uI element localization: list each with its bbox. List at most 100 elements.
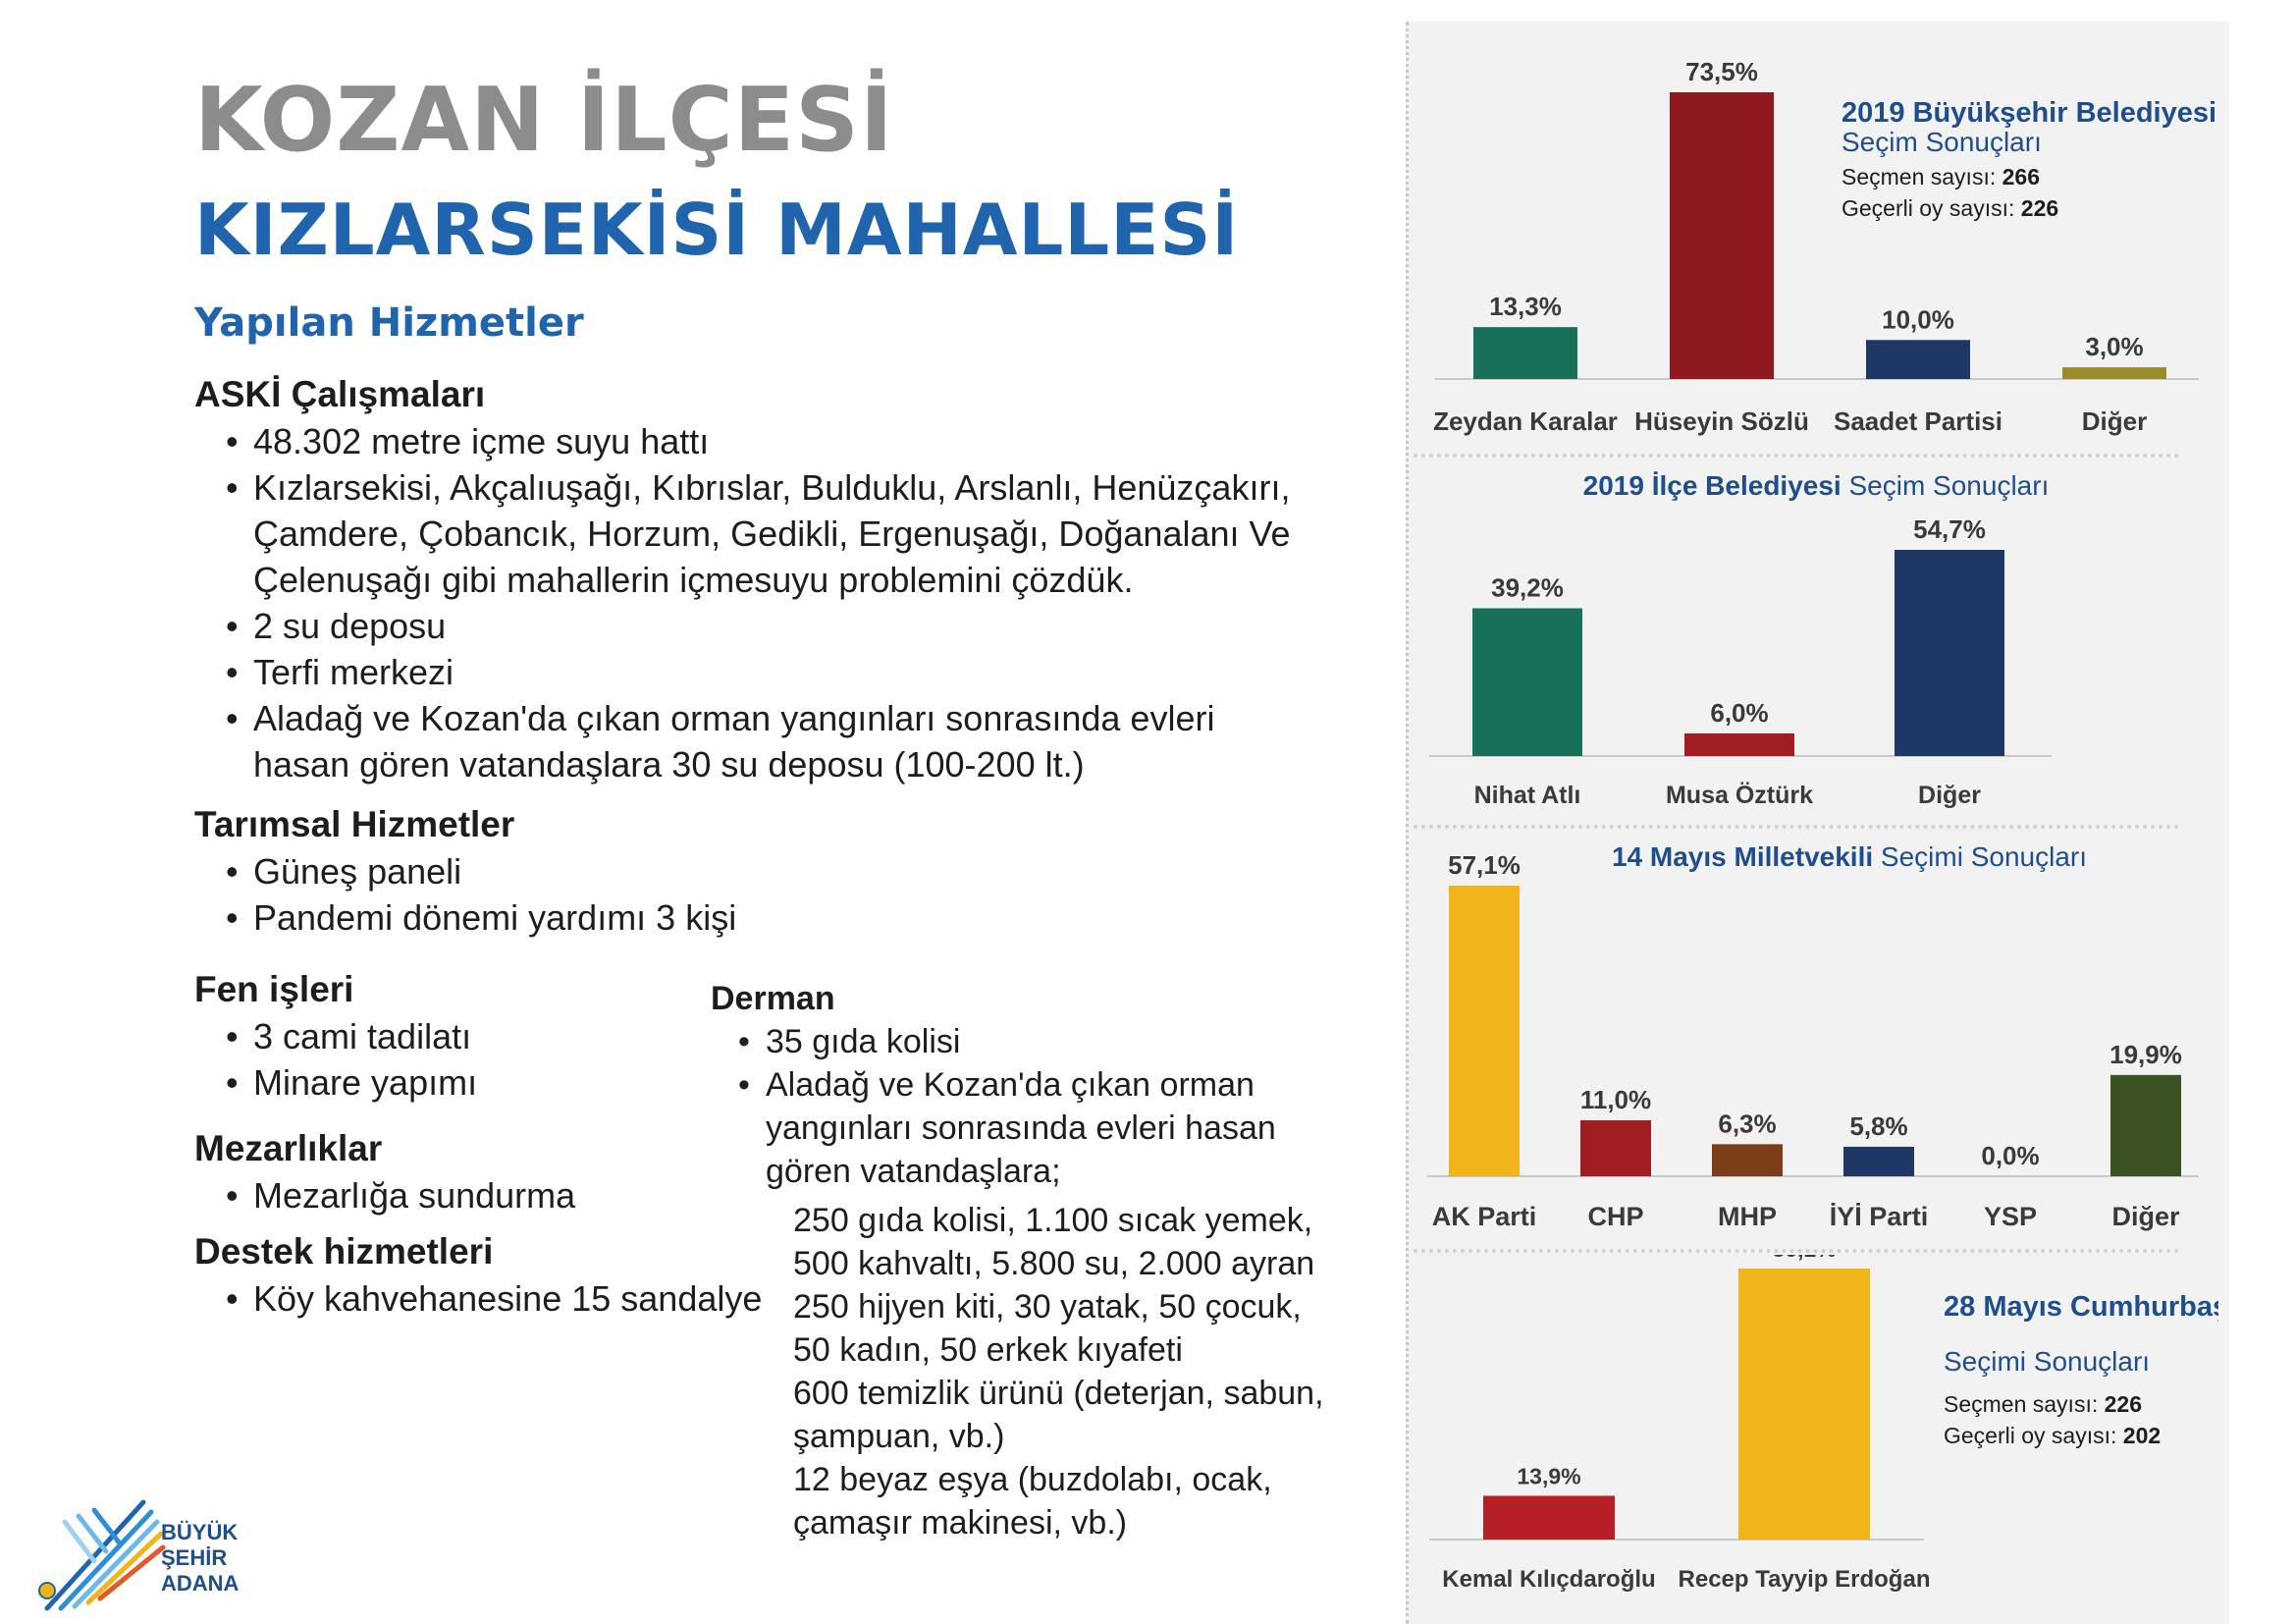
chart-metropolitan-2019: 2019 Büyükşehir Belediyesi Seçim Sonuçla… [1433, 57, 2216, 436]
valid-value: 202 [2123, 1423, 2161, 1448]
data-label: 54,7% [1913, 514, 1986, 544]
section-title: Mezarlıklar [194, 1128, 383, 1169]
bar [1843, 1146, 1914, 1176]
chart-parliament-2023: 14 Mayıs Milletvekili Seçimi Sonuçları 5… [1427, 841, 2199, 1231]
divider [1414, 454, 2179, 458]
section-aski: ASKİ Çalışmaları 48.302 metre içme suyu … [194, 371, 1333, 787]
data-label: 73,5% [1685, 57, 1758, 86]
section-title: ASKİ Çalışmaları [194, 374, 486, 414]
chart-title: 2019 İlçe Belediyesi Seçim Sonuçları [1583, 470, 2050, 501]
category-label: MHP [1718, 1202, 1777, 1231]
derman-section: Derman 35 gıda kolisi Aladağ ve Kozan'da… [711, 977, 1359, 1544]
list-item: Aladağ ve Kozan'da çıkan orman yangınlar… [226, 695, 1304, 787]
bar [1684, 732, 1794, 756]
chart-title: 14 Mayıs Milletvekili Seçimi Sonuçları [1612, 841, 2087, 872]
data-label: 86,1% [1772, 1255, 1836, 1262]
detail-line: şampuan, vb.) [793, 1418, 1005, 1456]
services-heading: Yapılan Hizmetler [194, 300, 584, 346]
chart-presidential-2023: 28 Mayıs Cumhurbaşkanlığı Seçimi Sonuçla… [1429, 1255, 2218, 1593]
voters-label: Seçmen sayısı: [1842, 164, 1996, 189]
voters-label: Seçmen sayısı: [1944, 1391, 2098, 1417]
neighborhood-title: KIZLARSEKİSİ MAHALLESİ [194, 189, 1240, 271]
detail-line: 50 kadın, 50 erkek kıyafeti [793, 1331, 1183, 1370]
list-item: 2 su deposu [226, 603, 1333, 649]
chart-subtitle: Seçim Sonuçları [1842, 127, 2042, 157]
chart-title-light: Seçimi Sonuçları [1881, 841, 2087, 872]
chart-subtitle: Seçimi Sonuçları [1944, 1346, 2150, 1377]
bar [1483, 1495, 1615, 1540]
logo-text-1: BÜYÜK [161, 1520, 238, 1544]
bar [1866, 340, 1970, 379]
section-title: Fen işleri [194, 969, 354, 1010]
chart-title-bold: 2019 İlçe Belediyesi [1583, 470, 1842, 501]
section-title: Destek hizmetleri [194, 1231, 494, 1272]
logo-mark-icon: BÜYÜK ŞEHİR ADANA [38, 1499, 240, 1611]
section-public-works: Fen işleri 3 cami tadilatı Minare yapımı [194, 966, 1333, 1106]
detail-line: çamaşır makinesi, vb.) [793, 1504, 1128, 1543]
data-label: 39,2% [1491, 573, 1564, 603]
bar [1738, 1269, 1870, 1540]
list-item: Mezarlığa sundurma [226, 1172, 1333, 1218]
voters-info: Seçmen sayısı: 266 [1842, 164, 2040, 189]
detail-line: 600 temizlik ürünü (deterjan, sabun, [793, 1375, 1324, 1413]
detail-line: 500 kahvaltı, 5.800 su, 2.000 ayran [793, 1245, 1315, 1283]
logo-text-2: ŞEHİR [161, 1545, 227, 1570]
category-label: Kemal Kılıçdaroğlu [1442, 1566, 1655, 1593]
data-label: 6,3% [1718, 1109, 1776, 1138]
bar [1472, 608, 1582, 756]
district-title: KOZAN İLÇESİ [194, 69, 894, 172]
data-label: 10,0% [1882, 304, 1954, 334]
list-item: 3 cami tadilatı [226, 1013, 1333, 1059]
list-item: Güneş paneli [226, 848, 1333, 894]
chart-district-2019: 2019 İlçe Belediyesi Seçim Sonuçları 39,… [1429, 470, 2052, 809]
valid-label: Geçerli oy sayısı: [1842, 195, 2014, 221]
derman-details: 250 gıda kolisi, 1.100 sıcak yemek, 500 … [711, 1199, 1359, 1544]
category-label: Hüseyin Sözlü [1634, 406, 1809, 436]
category-label: Musa Öztürk [1666, 781, 1813, 809]
valid-info: Geçerli oy sayısı: 226 [1842, 195, 2058, 221]
category-label: Diğer [2082, 406, 2147, 436]
voters-value: 226 [2105, 1391, 2142, 1417]
category-label: Diğer [1918, 782, 1981, 809]
divider [1414, 1249, 2179, 1253]
bar [1895, 550, 2004, 756]
section-agriculture: Tarımsal Hizmetler Güneş paneli Pandemi … [194, 801, 1333, 941]
data-label: 13,9% [1517, 1463, 1580, 1489]
valid-label: Geçerli oy sayısı: [1944, 1423, 2116, 1448]
chart-title: 2019 Büyükşehir Belediyesi [1842, 97, 2216, 129]
list-item: Minare yapımı [226, 1059, 1333, 1106]
list-item: Kızlarsekisi, Akçalıuşağı, Kıbrıslar, Bu… [226, 464, 1304, 603]
data-label: 57,1% [1448, 850, 1521, 880]
voters-value: 266 [2002, 164, 2040, 189]
category-label: Nihat Atlı [1474, 782, 1581, 809]
bar [1580, 1119, 1651, 1176]
logo-text-3: ADANA [161, 1571, 240, 1596]
data-label: 13,3% [1489, 292, 1562, 321]
category-label: YSP [1984, 1202, 2037, 1231]
category-label: CHP [1587, 1202, 1643, 1231]
valid-info: Geçerli oy sayısı: 202 [1944, 1423, 2161, 1448]
list-item: Terfi merkezi [226, 649, 1333, 695]
buyuksehir-adana-logo: BÜYÜK ŞEHİR ADANA [35, 1483, 271, 1620]
section-title: Derman [711, 980, 835, 1017]
list-item: 35 gıda kolisi [738, 1020, 1359, 1063]
category-label: Zeydan Karalar [1433, 406, 1618, 436]
chart-title-light: Seçim Sonuçları [1848, 470, 2049, 501]
list-item: Pandemi dönemi yardımı 3 kişi [226, 894, 1333, 941]
category-label: Recep Tayyip Erdoğan [1679, 1566, 1931, 1593]
voters-info: Seçmen sayısı: 226 [1944, 1391, 2142, 1417]
detail-line: 250 hijyen kiti, 30 yatak, 50 çocuk, [793, 1288, 1302, 1326]
data-label: 3,0% [2085, 332, 2143, 361]
category-label: AK Parti [1432, 1202, 1537, 1231]
chart-title: 28 Mayıs Cumhurbaşkanlığı [1944, 1291, 2218, 1323]
data-label: 11,0% [1580, 1085, 1651, 1114]
detail-line: 250 gıda kolisi, 1.100 sıcak yemek, [793, 1202, 1313, 1240]
divider [1414, 825, 2179, 829]
data-label: 5,8% [1849, 1111, 1907, 1141]
data-label: 0,0% [1981, 1141, 2039, 1170]
section-support: Destek hizmetleri Köy kahvehanesine 15 s… [194, 1228, 1333, 1322]
bar [2110, 1074, 2181, 1176]
valid-value: 226 [2021, 195, 2058, 221]
chart-title-bold: 14 Mayıs Milletvekili [1612, 841, 1873, 872]
section-title: Tarımsal Hizmetler [194, 804, 515, 845]
